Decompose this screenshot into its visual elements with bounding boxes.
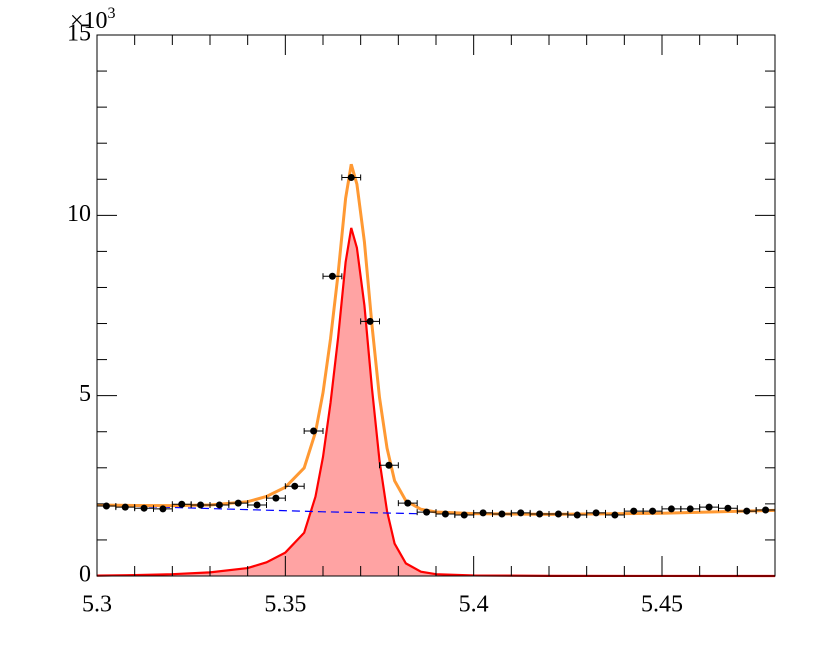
data-point xyxy=(724,504,732,512)
data-point xyxy=(253,501,261,509)
data-point xyxy=(686,505,694,513)
x-tick-label: 5.35 xyxy=(264,592,306,618)
data-point xyxy=(649,507,657,515)
total-fit-curve xyxy=(96,163,776,516)
y-tick-label: 10 xyxy=(67,201,91,227)
data-point xyxy=(404,499,412,507)
data-point xyxy=(573,511,581,519)
data-point xyxy=(366,317,374,325)
data-point xyxy=(554,510,562,518)
x-tick-label: 5.3 xyxy=(82,592,112,618)
data-point xyxy=(215,501,223,509)
y-multiplier-exponent: 3 xyxy=(108,5,116,22)
data-point xyxy=(121,503,129,511)
x-tick-label: 5.4 xyxy=(459,592,489,618)
data-point xyxy=(291,482,299,490)
y-tick-label: 15 xyxy=(67,21,91,47)
data-point xyxy=(234,499,242,507)
data-point xyxy=(328,272,336,280)
data-point xyxy=(630,507,638,515)
y-tick-label: 0 xyxy=(79,562,91,588)
data-point xyxy=(479,509,487,517)
data-point xyxy=(347,173,355,181)
data-point xyxy=(743,507,751,515)
data-point xyxy=(498,510,506,518)
data-point xyxy=(705,503,713,511)
data-point xyxy=(611,511,619,519)
data-point xyxy=(197,501,205,509)
data-point xyxy=(536,510,544,518)
data-point xyxy=(310,427,318,435)
data-point xyxy=(441,510,449,518)
y-tick-label: 5 xyxy=(79,381,91,407)
y-multiplier: ×103 xyxy=(70,5,116,34)
data-point xyxy=(667,505,675,513)
data-point xyxy=(140,504,148,512)
data-point xyxy=(159,505,167,513)
background-curve xyxy=(96,504,418,515)
data-point xyxy=(517,509,525,517)
plot-area xyxy=(96,163,776,578)
x-tick-label: 5.45 xyxy=(641,592,683,618)
data-point xyxy=(592,509,600,517)
signal-curve xyxy=(96,227,776,578)
data-point xyxy=(178,500,186,508)
y-multiplier-base: ×10 xyxy=(70,8,108,34)
data-point xyxy=(460,511,468,519)
data-point xyxy=(423,508,431,516)
data-point xyxy=(762,506,770,514)
data-point xyxy=(272,494,280,502)
data-point xyxy=(385,461,393,469)
